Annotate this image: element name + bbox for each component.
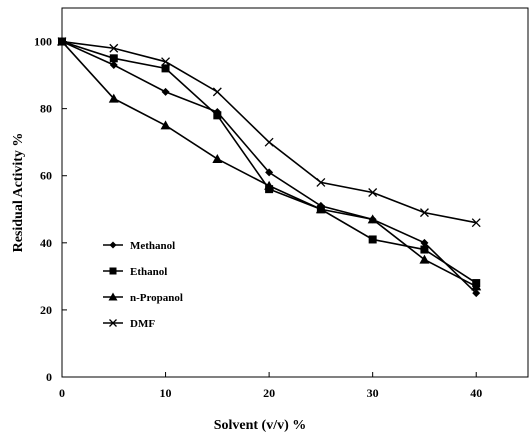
series-line-methanol bbox=[61, 40, 477, 294]
legend-item-dmf: DMF bbox=[103, 318, 155, 330]
legend-item-n-propanol: n-Propanol bbox=[103, 292, 183, 304]
diamond-marker bbox=[161, 87, 170, 96]
square-marker bbox=[420, 245, 429, 254]
legend-item-ethanol: Ethanol bbox=[103, 266, 167, 278]
series-line-n-propanol bbox=[61, 41, 477, 288]
triangle-marker bbox=[160, 120, 171, 130]
x-axis-title: Solvent (v/v) % bbox=[214, 418, 307, 433]
square-marker bbox=[109, 54, 118, 63]
y-axis-title: Residual Activity % bbox=[11, 133, 26, 253]
x-marker bbox=[212, 87, 222, 97]
x-marker bbox=[264, 137, 274, 147]
series-line-ethanol bbox=[61, 40, 477, 284]
x-marker bbox=[368, 188, 378, 197]
axis-ticks: 0 20 40 60 80 100 0 10 20 30 40 bbox=[34, 35, 482, 400]
square-marker bbox=[213, 111, 222, 120]
legend-label: DMF bbox=[130, 318, 155, 330]
triangle-marker bbox=[212, 153, 223, 163]
y-tick-label: 20 bbox=[40, 303, 52, 317]
x-marker bbox=[471, 218, 481, 228]
x-tick-label: 40 bbox=[470, 386, 482, 400]
legend-item-methanol: Methanol bbox=[103, 240, 175, 252]
x-tick-label: 20 bbox=[263, 386, 275, 400]
series-n-propanol bbox=[57, 36, 482, 291]
y-tick-label: 100 bbox=[34, 35, 52, 49]
x-marker bbox=[161, 57, 171, 67]
y-tick-label: 80 bbox=[40, 102, 52, 116]
y-tick-label: 40 bbox=[40, 236, 52, 250]
x-marker bbox=[109, 319, 117, 327]
legend-label: Methanol bbox=[130, 240, 175, 252]
series-ethanol bbox=[58, 37, 481, 288]
series-methanol bbox=[58, 37, 481, 298]
triangle-marker bbox=[108, 93, 119, 103]
y-tick-label: 0 bbox=[46, 370, 52, 384]
legend-label: n-Propanol bbox=[130, 292, 183, 304]
legend-label: Ethanol bbox=[130, 266, 167, 278]
diamond-marker bbox=[109, 241, 117, 249]
square-marker bbox=[161, 64, 170, 73]
x-marker bbox=[316, 177, 326, 187]
x-tick-label: 0 bbox=[59, 386, 65, 400]
diamond-marker bbox=[420, 238, 429, 247]
series-layer bbox=[57, 36, 482, 298]
diamond-marker bbox=[265, 168, 274, 177]
triangle-marker bbox=[419, 254, 430, 264]
square-marker bbox=[109, 267, 117, 275]
triangle-marker bbox=[264, 180, 275, 190]
triangle-marker bbox=[315, 204, 326, 214]
triangle-marker bbox=[367, 214, 378, 224]
x-tick-label: 30 bbox=[367, 386, 379, 400]
plot-frame bbox=[61, 7, 529, 378]
series-dmf bbox=[57, 37, 481, 228]
x-marker bbox=[109, 43, 119, 53]
diamond-marker bbox=[472, 289, 481, 298]
series-line-dmf bbox=[61, 40, 477, 224]
legend: Methanol Ethanol n-Propanol DMF bbox=[103, 240, 183, 330]
square-marker bbox=[368, 235, 377, 244]
triangle-marker bbox=[471, 281, 482, 291]
plot-area bbox=[61, 7, 529, 378]
y-tick-label: 60 bbox=[40, 169, 52, 183]
x-tick-label: 10 bbox=[160, 386, 172, 400]
x-marker bbox=[419, 208, 429, 218]
x-marker bbox=[57, 37, 67, 47]
diamond-marker bbox=[109, 61, 118, 70]
triangle-marker bbox=[108, 292, 118, 301]
